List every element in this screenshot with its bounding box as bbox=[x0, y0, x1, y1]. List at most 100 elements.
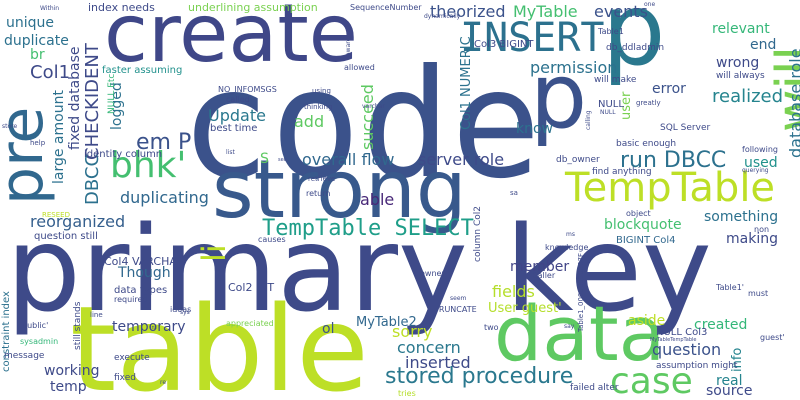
word-add: add bbox=[294, 112, 325, 131]
word-question-still: question still bbox=[34, 231, 98, 242]
word-using: using bbox=[312, 87, 331, 95]
word-sys: sys bbox=[180, 309, 190, 316]
word-sa: sa bbox=[510, 189, 518, 197]
word-will-always: will always bbox=[716, 71, 765, 81]
word-non: non bbox=[754, 225, 770, 234]
word-table1-id: Table1_00000000007F bbox=[577, 252, 585, 332]
word-assumption-might: assumption might bbox=[656, 361, 738, 371]
word-col1-numeric: Col1 NUMERIC bbox=[459, 36, 474, 130]
word-events: events bbox=[594, 2, 648, 21]
word-real: real bbox=[716, 373, 743, 389]
word-created: created bbox=[694, 317, 748, 333]
word-inserted: inserted bbox=[405, 353, 471, 372]
word-public: public' bbox=[22, 321, 49, 330]
word-bhk: bhk' bbox=[110, 145, 187, 186]
word-called: called bbox=[226, 95, 250, 104]
word-varchar: varchar bbox=[362, 103, 385, 110]
word-ideas: ideas bbox=[170, 305, 192, 314]
word-case: case bbox=[610, 361, 693, 400]
word-null-etc: NULL Etc bbox=[107, 73, 117, 114]
word-user-guest: User guest' bbox=[488, 301, 562, 316]
word-object: object bbox=[626, 209, 651, 218]
word-ms: ms bbox=[566, 231, 575, 238]
word-theorized: theorized bbox=[430, 2, 506, 21]
word-still-stands: still stands bbox=[73, 301, 83, 350]
word-retrieve: retrieve bbox=[308, 175, 336, 183]
word-store: store bbox=[2, 123, 18, 130]
word-sequencenumber: SequenceNumber bbox=[350, 3, 422, 12]
word-member: member bbox=[510, 259, 570, 275]
word-identity-column: identity column bbox=[84, 149, 163, 160]
word-owner: owner bbox=[420, 269, 445, 278]
word-will-make: will make bbox=[594, 75, 637, 85]
word-return: return bbox=[306, 189, 331, 198]
word-help: help bbox=[30, 139, 46, 147]
word-faster-assuming: faster assuming bbox=[102, 65, 183, 76]
word-following: following bbox=[742, 145, 778, 154]
word-execute: execute bbox=[114, 353, 150, 363]
word-something: something bbox=[704, 209, 779, 225]
word-knowledge: knowledge bbox=[545, 243, 589, 252]
word-ol: ol bbox=[322, 321, 335, 337]
word-making: making bbox=[726, 231, 778, 247]
word-update: Update bbox=[208, 106, 266, 125]
word-duplicating: duplicating bbox=[120, 188, 209, 207]
word-fixed-database: fixed database bbox=[67, 46, 83, 150]
word-sysadmin: sysadmin bbox=[20, 337, 59, 346]
word-s: S bbox=[260, 151, 269, 167]
word-pre: pre bbox=[0, 106, 57, 205]
word-dynamically: dynamically bbox=[424, 13, 461, 20]
word-relevant: relevant bbox=[712, 21, 770, 37]
word-database-role: database role bbox=[786, 48, 800, 158]
word-though: Though bbox=[118, 265, 171, 281]
word-col1: Col1 bbox=[30, 62, 71, 83]
word-data: data bbox=[494, 289, 666, 378]
word-fixed: fixed bbox=[114, 373, 136, 383]
word-find-anything: find anything bbox=[592, 167, 652, 177]
word-mytable2: MyTable2 bbox=[356, 315, 417, 330]
word-fields: fields bbox=[492, 282, 535, 301]
word-data-types: data types bbox=[114, 285, 168, 296]
word-causes: causes bbox=[258, 235, 286, 244]
word-line: line bbox=[90, 311, 103, 319]
word-end: end bbox=[750, 37, 777, 53]
word-duplicate: duplicate bbox=[4, 33, 69, 49]
word-dbcc: DBCC bbox=[82, 153, 103, 205]
word-able: able bbox=[360, 190, 395, 209]
word-no-infomsgs: NO_INFOMSGS bbox=[218, 85, 277, 94]
word-seem: seem bbox=[450, 295, 467, 302]
word-table: table bbox=[70, 280, 369, 400]
word-column-col2: column Col2 bbox=[473, 205, 483, 262]
word-wrong: wrong bbox=[716, 55, 760, 71]
word-em-p: em P bbox=[136, 130, 192, 155]
word-temptable-select: TempTable SELECT bbox=[262, 216, 474, 241]
word-p-top: p bbox=[602, 0, 666, 88]
word-run-dbcc: run DBCC bbox=[620, 148, 727, 173]
word-list: list bbox=[226, 149, 235, 156]
word-underlining-assumption: underlining assumption bbox=[188, 1, 318, 14]
word-best-time: best time bbox=[210, 123, 258, 134]
word-two: two bbox=[484, 323, 499, 332]
word-create: create bbox=[104, 0, 358, 80]
word-error: error bbox=[652, 81, 686, 97]
word-null-small: NULL bbox=[600, 109, 616, 116]
word-querying: querying bbox=[742, 167, 769, 174]
word-table1-quote: Table1' bbox=[716, 283, 744, 292]
word-sql-server: SQL Server bbox=[660, 123, 711, 133]
word-int: Int bbox=[150, 325, 157, 331]
word-null: NULL bbox=[598, 99, 624, 110]
word-required: required bbox=[114, 295, 148, 304]
word-code: code bbox=[180, 38, 542, 212]
word-know: know bbox=[516, 121, 553, 137]
word-within: Within bbox=[40, 5, 60, 12]
word-realized: realized bbox=[712, 86, 784, 107]
word-basic-enough: basic enough bbox=[616, 139, 677, 149]
word-temptable: TempTable bbox=[565, 165, 776, 211]
word-temporary: temporary bbox=[112, 319, 186, 335]
word-null-col3: NULL Col3 bbox=[656, 327, 708, 338]
word-checkident: CHECKIDENT bbox=[82, 43, 103, 160]
word-tries: tries bbox=[398, 389, 416, 398]
word-db-owner: db_owner bbox=[556, 155, 600, 165]
word-must: must bbox=[748, 289, 769, 298]
word-one: one bbox=[644, 1, 656, 8]
